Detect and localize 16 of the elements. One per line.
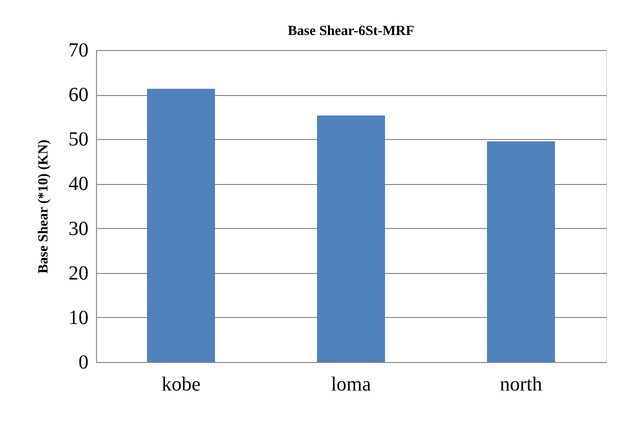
y-tick-label: 70	[68, 40, 88, 62]
x-tick-label: north	[500, 374, 542, 396]
y-tick-label: 50	[68, 128, 88, 151]
bar	[317, 116, 385, 362]
y-tick-label: 0	[78, 352, 88, 374]
x-tick-label: loma	[331, 374, 372, 396]
y-tick-label: 20	[68, 262, 88, 284]
y-tick-label: 30	[68, 218, 88, 240]
bar	[147, 88, 215, 362]
x-tick-label: kobe	[162, 374, 201, 396]
y-tick-label: 10	[68, 306, 88, 329]
y-axis-title: Base Shear (*10) (KN)	[36, 139, 52, 274]
y-tick-label: 60	[68, 84, 88, 106]
chart-title: Base Shear-6St-MRF	[288, 24, 414, 39]
y-tick-label: 40	[68, 173, 88, 196]
bar	[487, 141, 555, 362]
